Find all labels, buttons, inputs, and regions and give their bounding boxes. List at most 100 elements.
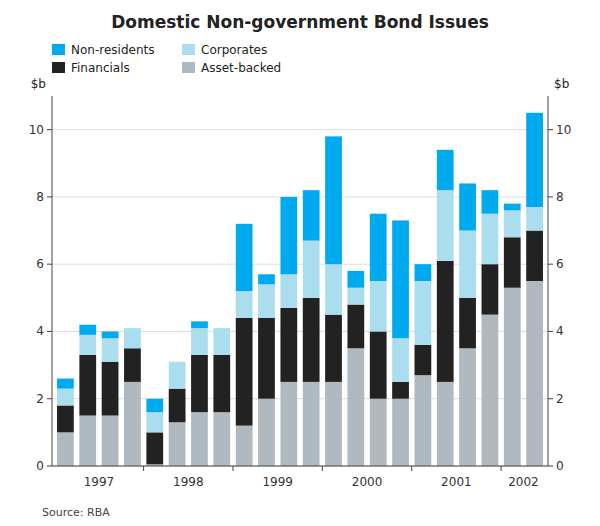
bar-segment — [213, 328, 230, 355]
y2-tick — [548, 129, 553, 130]
bar-segment — [370, 331, 387, 398]
legend-label: Asset-backed — [201, 61, 281, 75]
bar-segment — [124, 348, 141, 382]
y-tick-label: 8 — [36, 190, 44, 204]
bar-segment — [169, 362, 186, 389]
title: Domestic Non-government Bond Issues — [111, 12, 489, 32]
bar-segment — [57, 405, 74, 432]
bar-segment — [437, 382, 454, 466]
x-tick-label: 1999 — [262, 475, 293, 489]
bar-segment — [280, 197, 297, 274]
legend-swatch — [182, 62, 195, 73]
bar-segment — [236, 426, 253, 466]
y2-tick-label: 2 — [556, 392, 564, 406]
bar-segment — [280, 274, 297, 308]
bar-segment — [482, 264, 499, 314]
legend-swatch — [182, 44, 195, 55]
bar-segment — [102, 362, 119, 416]
annotation: Source: RBA — [42, 506, 110, 519]
bar-segment — [258, 318, 275, 399]
y2-tick — [548, 196, 553, 197]
bar-segment — [347, 288, 364, 305]
y2-tick-label: 4 — [556, 324, 564, 338]
legend-label: Corporates — [201, 43, 267, 57]
bar-segment — [236, 224, 253, 291]
bar-segment — [79, 325, 96, 335]
bar-segment — [392, 382, 409, 399]
y-tick — [47, 129, 52, 130]
bar-segment — [437, 261, 454, 382]
bar-segment — [57, 432, 74, 466]
y-tick — [47, 264, 52, 265]
y-axis-line — [52, 96, 53, 466]
bar-segment — [526, 113, 543, 207]
y2-tick — [548, 466, 553, 467]
grid — [52, 130, 548, 466]
bar-segment — [169, 389, 186, 423]
bar-segment — [79, 335, 96, 355]
bar-segment — [213, 355, 230, 412]
bar-segment — [504, 237, 521, 287]
y-axis-label: $b — [31, 77, 46, 91]
bar-segment — [280, 382, 297, 466]
bar-segment — [459, 298, 476, 348]
y-tick — [47, 466, 52, 467]
x-tick-label: 2000 — [352, 475, 383, 489]
bar-segment — [482, 214, 499, 264]
y-tick-label: 2 — [36, 392, 44, 406]
bar-segment — [236, 318, 253, 426]
x-tick-label: 2002 — [508, 475, 539, 489]
bar-segment — [124, 328, 141, 348]
bar-segment — [325, 264, 342, 314]
y2-tick-label: 6 — [556, 257, 564, 271]
bar-segment — [392, 399, 409, 466]
bar-segment — [415, 345, 432, 375]
bar-segment — [370, 399, 387, 466]
bar-segment — [325, 382, 342, 466]
bar-segment — [57, 379, 74, 389]
bars — [57, 113, 543, 466]
bar-segment — [347, 305, 364, 349]
bar-segment — [213, 328, 230, 329]
x-group-separator — [501, 466, 502, 471]
bar-segment — [303, 241, 320, 298]
bar-segment — [415, 281, 432, 345]
bar-segment — [504, 288, 521, 466]
bar-segment — [191, 355, 208, 412]
y2-tick — [548, 398, 553, 399]
bar-segment — [526, 281, 543, 466]
bar-segment — [437, 150, 454, 190]
bar-segment — [258, 399, 275, 466]
bar-segment — [325, 315, 342, 382]
bar-segment — [437, 190, 454, 261]
grid-line — [52, 466, 548, 467]
bar-segment — [146, 432, 163, 464]
y2-tick-label: 10 — [556, 123, 571, 137]
bar-segment — [169, 422, 186, 466]
legend-label: Financials — [71, 61, 130, 75]
bar-segment — [79, 416, 96, 466]
bar-segment — [236, 291, 253, 318]
y-tick-label: 4 — [36, 324, 44, 338]
legend-swatch — [52, 44, 65, 55]
bar-segment — [303, 382, 320, 466]
bar-segment — [146, 399, 163, 412]
bar-segment — [146, 412, 163, 432]
bar-segment — [303, 190, 320, 240]
bar-segment — [169, 361, 186, 362]
bar-segment — [459, 183, 476, 230]
bar-segment — [258, 274, 275, 284]
y2-tick-label: 0 — [556, 459, 564, 473]
y-tick-label: 6 — [36, 257, 44, 271]
y-tick-label: 10 — [29, 123, 44, 137]
bar-segment — [213, 412, 230, 466]
x-group-separator — [143, 466, 144, 471]
bar-segment — [191, 321, 208, 328]
bar-segment — [347, 348, 364, 466]
bar-segment — [415, 375, 432, 466]
bar-segment — [392, 338, 409, 382]
bar-segment — [57, 389, 74, 406]
bar-segment — [504, 210, 521, 237]
bar-segment — [191, 412, 208, 466]
bar-segment — [370, 281, 387, 331]
